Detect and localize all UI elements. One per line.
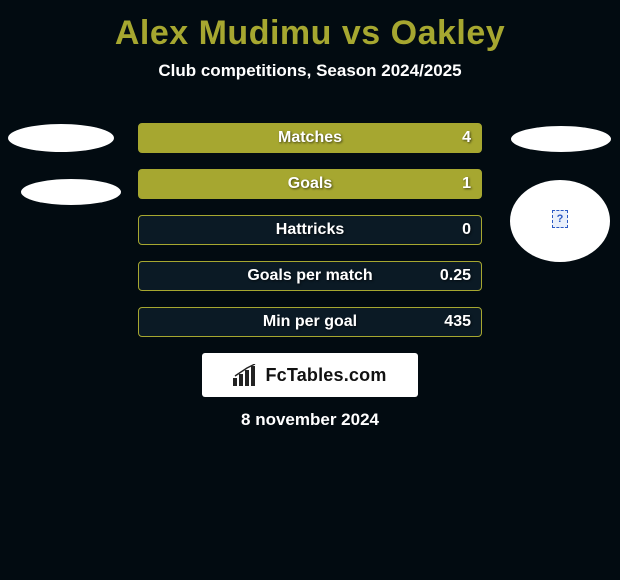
stat-value: 1 [462, 175, 471, 193]
decor-right-circle: ? [510, 180, 610, 262]
stat-label: Goals per match [247, 267, 372, 285]
stat-row-matches: Matches 4 [138, 123, 482, 153]
decor-left-ellipse-1 [8, 124, 114, 152]
stats-bars: Matches 4 Goals 1 Hattricks 0 Goals per … [138, 123, 482, 353]
stat-label: Goals [288, 175, 332, 193]
stat-label: Matches [278, 129, 342, 147]
fctables-bars-icon [233, 364, 259, 386]
stat-value: 4 [462, 129, 471, 147]
stat-row-goals: Goals 1 [138, 169, 482, 199]
decor-left-ellipse-2 [21, 179, 121, 205]
page-subtitle: Club competitions, Season 2024/2025 [0, 61, 620, 81]
fctables-logo-plate: FcTables.com [202, 353, 418, 397]
stat-row-goals-per-match: Goals per match 0.25 [138, 261, 482, 291]
fctables-logo-text: FcTables.com [265, 365, 386, 386]
stat-label: Hattricks [276, 221, 344, 239]
stat-label: Min per goal [263, 313, 357, 331]
decor-right-ellipse-1 [511, 126, 611, 152]
question-icon: ? [552, 210, 568, 228]
stat-value: 0 [462, 221, 471, 239]
stat-row-hattricks: Hattricks 0 [138, 215, 482, 245]
stat-row-min-per-goal: Min per goal 435 [138, 307, 482, 337]
snapshot-date: 8 november 2024 [0, 410, 620, 430]
page-title: Alex Mudimu vs Oakley [0, 0, 620, 53]
stat-value: 0.25 [440, 267, 471, 285]
stat-value: 435 [444, 313, 471, 331]
